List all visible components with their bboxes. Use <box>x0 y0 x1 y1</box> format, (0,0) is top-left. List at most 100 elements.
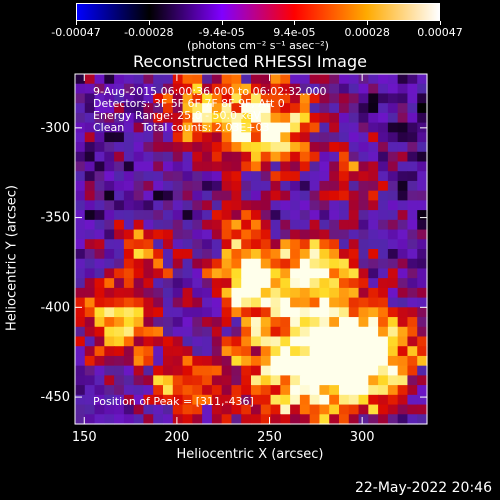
heatmap-cell <box>75 287 86 299</box>
heatmap-cell <box>123 414 135 425</box>
heatmap-cell <box>114 239 125 250</box>
heatmap-cell <box>75 404 86 415</box>
heatmap-cell <box>84 258 96 270</box>
heatmap-cell <box>319 385 330 396</box>
heatmap-cell <box>182 93 193 104</box>
heatmap-cell <box>114 365 125 376</box>
heatmap-cell <box>319 297 330 308</box>
heatmap-cell <box>202 268 213 279</box>
heatmap-cell <box>75 83 86 95</box>
heatmap-cell <box>84 93 96 104</box>
heatmap-cell <box>339 200 350 211</box>
heatmap-cell <box>309 112 321 124</box>
heatmap-cell <box>211 258 223 270</box>
heatmap-cell <box>251 200 262 211</box>
heatmap-cell <box>163 365 174 376</box>
heatmap-cell <box>221 278 233 289</box>
heatmap-cell <box>221 317 233 328</box>
heatmap-cell <box>348 171 360 182</box>
heatmap-cell <box>84 142 96 153</box>
heatmap-cell <box>417 200 428 211</box>
heatmap-cell <box>368 287 379 299</box>
heatmap-cell <box>94 83 105 95</box>
heatmap-cell <box>211 161 223 172</box>
heatmap-cell <box>202 394 213 406</box>
chart-title: Reconstructed RHESSI Image <box>133 52 367 71</box>
heatmap-cell <box>114 346 125 357</box>
heatmap-cell <box>407 365 418 376</box>
heatmap-cell <box>290 355 301 367</box>
heatmap-cell <box>397 200 409 211</box>
heatmap-cell <box>417 307 428 318</box>
heatmap-cell <box>358 336 369 347</box>
heatmap-cell <box>163 394 174 406</box>
heatmap-cell <box>153 83 164 95</box>
heatmap-cell <box>211 219 223 231</box>
heatmap-cell <box>387 239 399 250</box>
heatmap-cell <box>280 404 291 415</box>
heatmap-cell <box>270 180 281 192</box>
heatmap-cell <box>378 180 389 192</box>
heatmap-cell <box>358 278 369 289</box>
heatmap-cell <box>339 112 350 124</box>
heatmap-cell <box>260 190 272 201</box>
heatmap-cell <box>241 278 252 289</box>
heatmap-cell <box>270 385 281 396</box>
heatmap-cell <box>75 132 86 143</box>
heatmap-cell <box>309 151 321 163</box>
heatmap-cell <box>260 287 272 299</box>
colorbar-tick-mark <box>76 21 77 25</box>
heatmap-cell <box>270 287 281 299</box>
heatmap-cell <box>241 151 252 163</box>
heatmap-cell <box>143 239 154 250</box>
heatmap-cell <box>172 93 184 104</box>
heatmap-cell <box>202 103 213 114</box>
heatmap-cell <box>94 404 105 415</box>
heatmap-cell <box>319 278 330 289</box>
heatmap-cell <box>114 249 125 260</box>
heatmap-cell <box>358 93 369 104</box>
heatmap-cell <box>270 151 281 163</box>
heatmap-cell <box>133 171 145 182</box>
y-axis-label: Heliocentric Y (arcsec) <box>4 185 20 331</box>
heatmap-cell <box>251 355 262 367</box>
heatmap-cell <box>280 326 291 338</box>
heatmap-cell <box>348 229 360 240</box>
heatmap-cell <box>211 414 223 425</box>
heatmap-cell <box>202 151 213 163</box>
heatmap-cell <box>114 385 125 396</box>
heatmap-cell <box>387 74 399 85</box>
heatmap-cell <box>378 317 389 328</box>
heatmap-cell <box>270 132 281 143</box>
heatmap-cell <box>202 93 213 104</box>
heatmap-cell <box>407 103 418 114</box>
heatmap-cell <box>163 278 174 289</box>
heatmap-cell <box>339 365 350 376</box>
heatmap-cell <box>114 180 125 192</box>
y-tick-label: -450 <box>40 390 70 405</box>
heatmap-cell <box>231 317 242 328</box>
heatmap-cell <box>407 132 418 143</box>
heatmap-cell <box>358 103 369 114</box>
heatmap-cell <box>407 307 418 318</box>
heatmap-cell <box>378 365 389 376</box>
heatmap-cell <box>299 249 311 260</box>
heatmap-cell <box>202 142 213 153</box>
heatmap-cell <box>270 93 281 104</box>
heatmap-cell <box>348 151 360 163</box>
heatmap-cell <box>299 74 311 85</box>
heatmap-cell <box>163 112 174 124</box>
heatmap-cell <box>114 268 125 279</box>
heatmap-cell <box>299 122 311 133</box>
heatmap-cell <box>75 258 86 270</box>
heatmap-cell <box>299 190 311 201</box>
heatmap-cell <box>143 219 154 231</box>
heatmap-cell <box>387 180 399 192</box>
heatmap-cell <box>104 83 115 95</box>
heatmap-cell <box>417 355 428 367</box>
heatmap-cell <box>407 404 418 415</box>
heatmap-cell <box>251 112 262 124</box>
heatmap-cell <box>182 346 193 357</box>
heatmap-cell <box>358 112 369 124</box>
heatmap-cell <box>153 346 164 357</box>
